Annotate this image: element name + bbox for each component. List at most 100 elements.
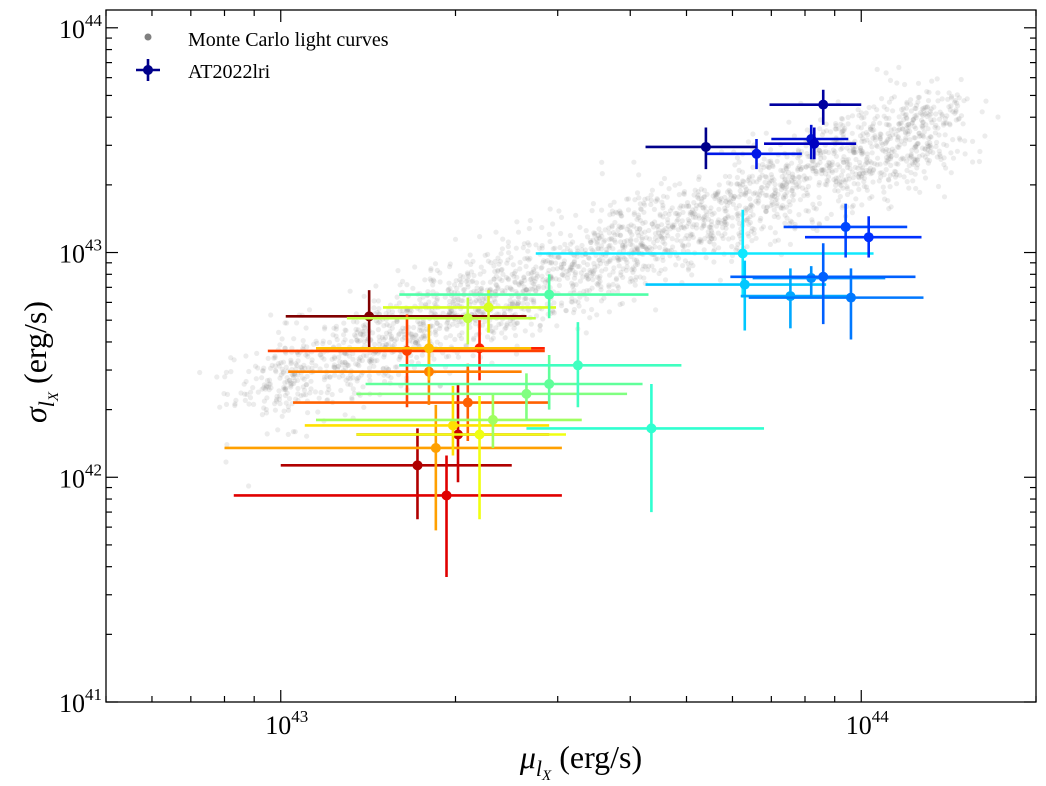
monte-carlo-point [796,183,802,189]
monte-carlo-point [934,139,940,145]
monte-carlo-point [870,120,877,127]
monte-carlo-point [636,172,642,178]
monte-carlo-point [246,401,252,407]
monte-carlo-point [803,208,809,214]
data-series [224,89,924,577]
monte-carlo-point [943,165,949,171]
monte-carlo-point [655,230,662,236]
monte-carlo-point [255,389,261,395]
monte-carlo-point [639,242,645,248]
monte-carlo-point [540,259,546,266]
monte-carlo-point [457,277,463,283]
monte-carlo-point [886,99,893,105]
monte-carlo-point [931,117,937,123]
monte-carlo-point [354,378,360,384]
monte-carlo-point [858,145,864,151]
monte-carlo-point [783,204,790,210]
monte-carlo-point [686,220,692,226]
monte-carlo-point [740,179,747,185]
monte-carlo-point [358,372,364,378]
monte-carlo-point [774,158,780,164]
monte-carlo-point [789,219,795,225]
monte-carlo-point [927,142,933,148]
monte-carlo-point [587,315,593,321]
monte-carlo-point [628,236,634,242]
monte-carlo-point [817,201,823,207]
monte-carlo-point [531,297,537,303]
monte-carlo-point [709,236,715,242]
monte-carlo-point [680,248,687,254]
monte-carlo-point [893,131,899,137]
monte-carlo-point [592,267,598,273]
monte-carlo-point [463,278,469,284]
monte-carlo-point [540,316,546,322]
monte-carlo-point [618,213,624,219]
monte-carlo-point [447,333,454,339]
monte-carlo-point [728,198,734,204]
data-point [769,89,862,125]
monte-carlo-point [688,231,694,237]
monte-carlo-point [345,362,351,368]
monte-carlo-point [869,127,875,134]
monte-carlo-point [251,401,257,407]
monte-carlo-point [907,128,913,134]
monte-carlo-point [955,116,961,122]
monte-carlo-point [461,287,468,293]
monte-carlo-point [530,266,537,273]
monte-carlo-point [529,270,535,276]
monte-carlo-point [437,270,443,276]
monte-carlo-point [764,204,771,210]
monte-carlo-point [278,372,284,378]
monte-carlo-point [414,354,420,360]
data-point-marker [462,313,473,324]
monte-carlo-point [488,328,494,334]
monte-carlo-point [299,365,305,371]
monte-carlo-point [629,242,635,248]
monte-carlo-point [801,193,807,199]
monte-carlo-point [272,363,278,369]
monte-carlo-point [785,163,791,169]
monte-carlo-point [676,211,682,217]
monte-carlo-point [840,177,847,183]
monte-carlo-point [305,354,311,360]
monte-carlo-point [689,231,695,238]
monte-carlo-point [533,288,539,294]
monte-carlo-point [633,237,639,243]
monte-carlo-point [913,185,919,192]
monte-carlo-point [468,269,475,275]
monte-carlo-point [782,185,788,191]
monte-carlo-point [342,365,349,371]
monte-carlo-point [915,80,922,86]
monte-carlo-point [388,333,395,340]
monte-carlo-point [861,179,867,185]
monte-carlo-point [863,130,870,136]
monte-carlo-point [697,236,703,242]
monte-carlo-point [789,174,796,180]
monte-carlo-point [903,135,909,141]
monte-carlo-point [670,224,676,230]
monte-carlo-point [253,376,259,382]
monte-carlo-point [810,158,817,164]
monte-carlo-point [370,330,376,336]
monte-carlo-point [680,243,686,249]
monte-carlo-point [891,94,898,100]
monte-carlo-point [366,358,372,364]
monte-carlo-point [465,277,471,283]
monte-carlo-point [941,161,947,168]
monte-carlo-point [287,377,293,384]
monte-carlo-point [821,149,827,155]
monte-carlo-point [690,224,696,230]
monte-carlo-point [478,264,484,270]
monte-carlo-point [264,431,270,437]
monte-carlo-point [428,278,434,284]
monte-carlo-point [326,387,332,393]
monte-carlo-point [871,104,877,110]
monte-carlo-point [558,303,565,309]
monte-carlo-point [774,211,780,217]
monte-carlo-point [958,76,964,83]
monte-carlo-point [595,246,602,252]
monte-carlo-point [901,117,907,123]
monte-carlo-point [766,158,772,165]
monte-carlo-point [525,248,531,254]
